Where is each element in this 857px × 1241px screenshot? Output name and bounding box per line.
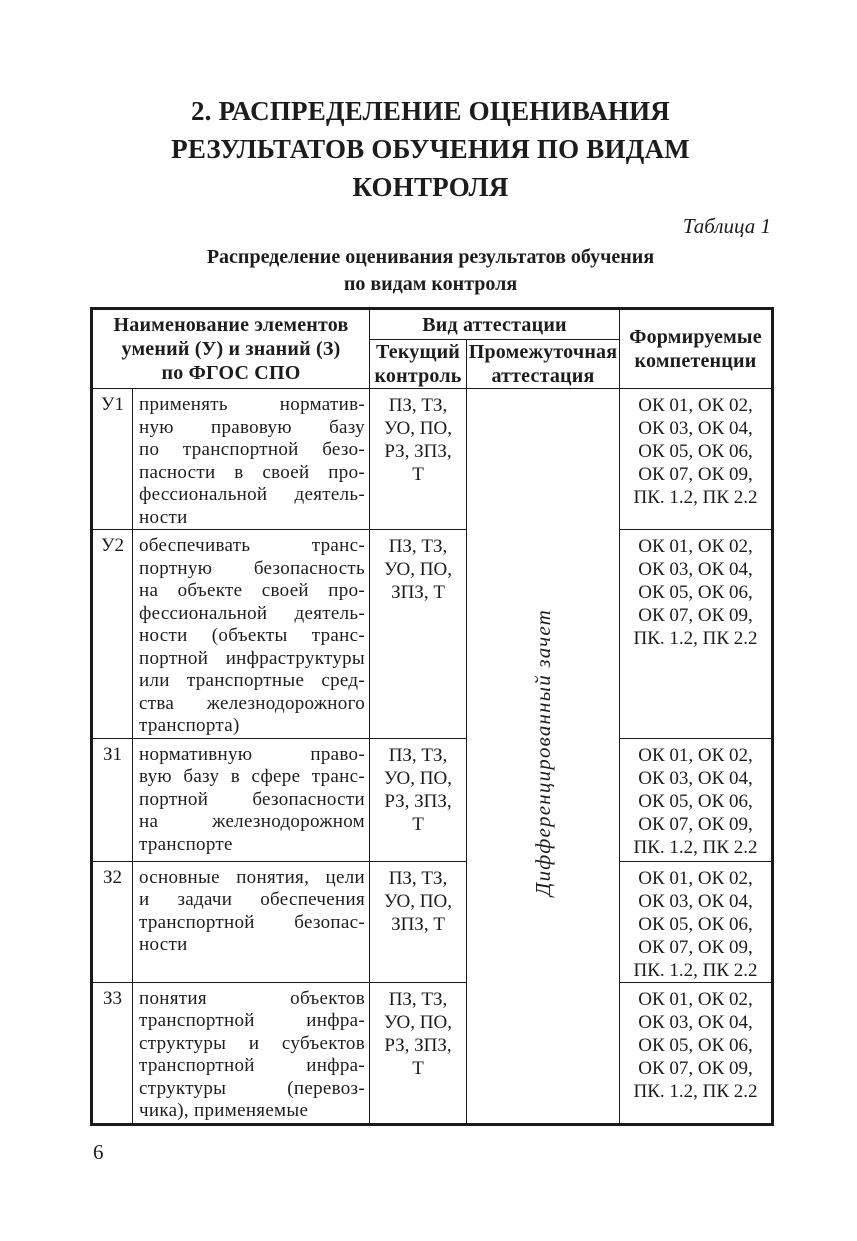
description-line: пасности в своей про- xyxy=(139,461,365,483)
description-line: ности (объекты транс- xyxy=(139,625,365,646)
description-line: или транспортные сред- xyxy=(139,670,365,691)
description-line: портной инфраструктуры xyxy=(139,647,365,669)
description-line: ства железнодорожного xyxy=(139,692,365,714)
row-code: З2 xyxy=(91,860,133,983)
description-line: применять норматив- xyxy=(139,394,365,415)
description-line: вую базу в сфере транс- xyxy=(139,766,365,787)
table-row: У2 обеспечивать транс-портную безопасност… xyxy=(91,529,773,739)
header-current-control: Текущий контроль xyxy=(369,339,467,389)
description-line: и задачи обеспечения xyxy=(139,889,365,910)
description-line: портную безопасность xyxy=(139,557,365,579)
description-line: фессиональной деятель- xyxy=(139,602,365,624)
row-competencies: ОК 01, ОК 02, ОК 03, ОК 04, ОК 05, ОК 06… xyxy=(619,388,773,530)
intermediate-attestation-value: Дифференцированный зачет xyxy=(530,609,555,897)
header-attestation-group: Вид аттестации xyxy=(369,308,620,340)
assessment-table-body: У1 применять норматив-ную правовую базу по… xyxy=(91,388,773,1125)
description-line: транспортной инфра- xyxy=(139,1010,365,1031)
description-line: транспорта) xyxy=(139,715,240,736)
row-code: У1 xyxy=(91,388,133,530)
description-line: фессиональной деятель- xyxy=(139,484,365,505)
table-row: З2 основные понятия, цели и задачи обеспеч… xyxy=(91,860,773,983)
row-code: З1 xyxy=(91,737,133,862)
table-row: З1 нормативную право-вую базу в сфере тра… xyxy=(91,737,773,862)
header-elements: Наименование элементов умений (У) и знан… xyxy=(91,308,370,389)
row-current-control: ПЗ, ТЗ, УО, ПО, ЗПЗ, Т xyxy=(369,860,467,983)
description-line: на железнодорожном xyxy=(139,811,365,832)
row-description: применять норматив-ную правовую базу по т… xyxy=(132,388,370,530)
description-line: транспорте xyxy=(139,833,233,855)
table-caption: Распределение оценивания результатов обу… xyxy=(206,246,655,295)
description-line: ную правовую базу xyxy=(139,416,365,438)
row-code: З3 xyxy=(91,981,133,1125)
row-current-control: ПЗ, ТЗ, УО, ПО, РЗ, ЗПЗ, Т xyxy=(369,388,467,530)
row-description: понятия объектов транспортной инфра-струк… xyxy=(132,981,370,1125)
row-description: основные понятия, цели и задачи обеспечен… xyxy=(132,860,370,983)
description-line: понятия объектов xyxy=(139,987,365,1009)
row-intermediate-attestation: Дифференцированный зачет xyxy=(466,388,620,1125)
description-line: нормативную право- xyxy=(139,743,365,765)
header-row-2: Текущий контроль Промежуточная аттестаци… xyxy=(92,339,773,389)
description-line: структуры (перевоз- xyxy=(139,1077,365,1099)
page-number: 6 xyxy=(93,1140,104,1164)
row-description: нормативную право-вую базу в сфере транс… xyxy=(132,737,370,862)
header-competencies: Формируемые компетенции xyxy=(619,308,773,389)
row-competencies: ОК 01, ОК 02, ОК 03, ОК 04, ОК 05, ОК 06… xyxy=(619,737,773,862)
assessment-table: Наименование элементов умений (У) и знан… xyxy=(90,307,774,1126)
assessment-table-header: Наименование элементов умений (У) и знан… xyxy=(91,308,773,389)
header-row-1: Наименование элементов умений (У) и знан… xyxy=(91,308,773,389)
page-content: 2. РАСПРЕДЕЛЕНИЕ ОЦЕНИВАНИЯ РЕЗУЛЬТАТОВ … xyxy=(90,0,774,1126)
description-line: транспортной безопас- xyxy=(139,911,365,933)
row-code: У2 xyxy=(91,529,133,739)
table-number-label: Таблица 1 xyxy=(682,214,771,238)
row-current-control: ПЗ, ТЗ, УО, ПО, РЗ, ЗПЗ, Т xyxy=(369,981,467,1125)
page-title: 2. РАСПРЕДЕЛЕНИЕ ОЦЕНИВАНИЯ РЕЗУЛЬТАТОВ … xyxy=(171,96,690,202)
table-row: З3 понятия объектов транспортной инфра-стр… xyxy=(91,981,773,1125)
description-line: портной безопасности xyxy=(139,788,365,810)
row-competencies: ОК 01, ОК 02, ОК 03, ОК 04, ОК 05, ОК 06… xyxy=(619,860,773,983)
row-current-control: ПЗ, ТЗ, УО, ПО, РЗ, ЗПЗ, Т xyxy=(369,737,467,862)
description-line: транспортной инфра- xyxy=(139,1055,365,1076)
description-line: ности xyxy=(139,934,188,955)
description-line: обеспечивать транс- xyxy=(139,535,365,556)
row-competencies: ОК 01, ОК 02, ОК 03, ОК 04, ОК 05, ОК 06… xyxy=(619,981,773,1125)
description-line: по транспортной безо- xyxy=(139,439,365,460)
table-row: У1 применять норматив-ную правовую базу по… xyxy=(91,388,773,1125)
description-line: структуры и субъектов xyxy=(139,1032,365,1054)
description-line: основные понятия, цели xyxy=(139,866,365,888)
description-line: чика), применяемые xyxy=(139,1100,309,1121)
row-competencies: ОК 01, ОК 02, ОК 03, ОК 04, ОК 05, ОК 06… xyxy=(619,529,773,739)
row-current-control: ПЗ, ТЗ, УО, ПО, ЗПЗ, Т xyxy=(369,529,467,739)
header-intermediate-attestation: Промежуточная аттестация xyxy=(466,339,620,389)
description-line: на объекте своей про- xyxy=(139,580,365,601)
description-line: ности xyxy=(139,506,188,528)
row-description: обеспечивать транс-портную безопасность н… xyxy=(132,529,370,739)
